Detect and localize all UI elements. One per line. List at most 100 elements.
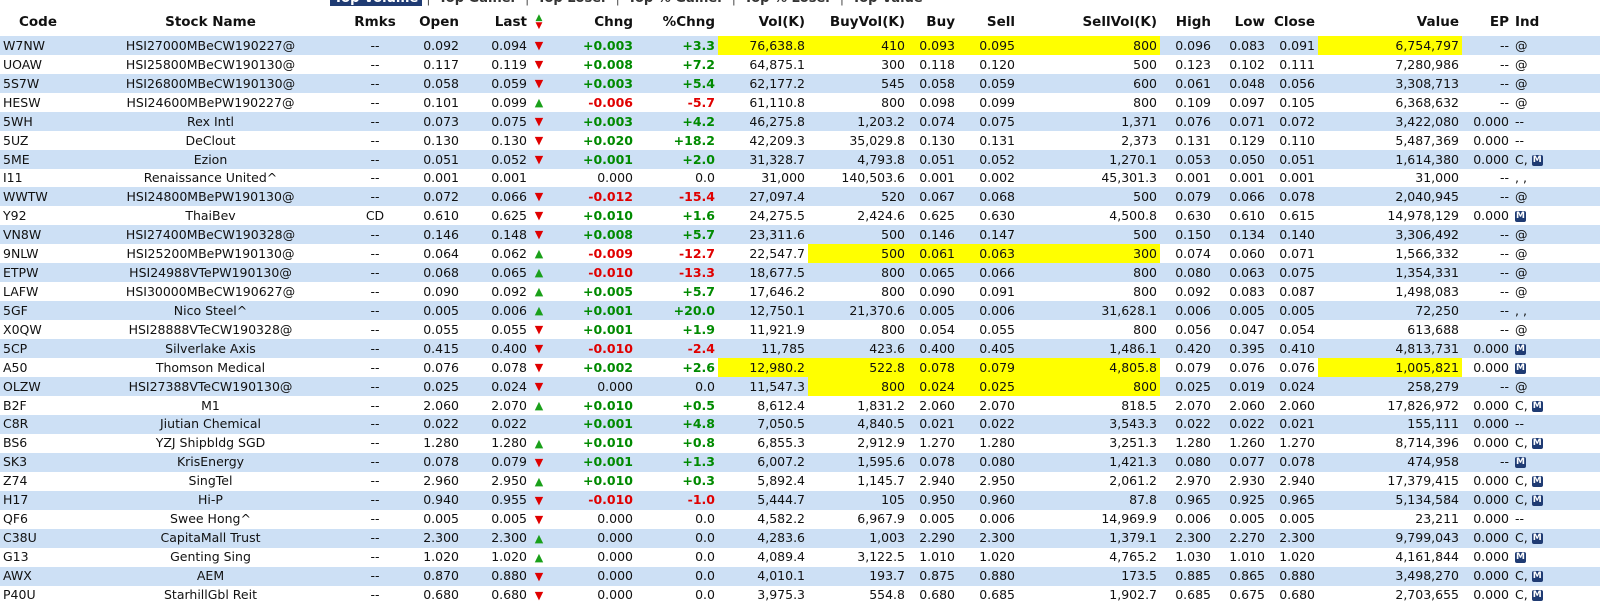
high: 0.630: [1175, 207, 1211, 223]
stock-row[interactable]: Y92 ThaiBev CD 0.610 0.625 ▼ +0.010 +1.6 24,275.…: [0, 206, 1600, 225]
ep: --: [1462, 452, 1512, 472]
pct-change: +1.9: [682, 321, 715, 337]
close: 0.111: [1279, 56, 1315, 72]
column-header[interactable]: Vol(K): [758, 14, 805, 30]
stock-row[interactable]: OLZW HSI27388VTeCW190130@ -- 0.025 0.024 ▼ 0.0…: [0, 377, 1600, 397]
volume: 12,750.1: [718, 301, 808, 321]
stock-row[interactable]: ETPW HSI24988VTePW190130@ -- 0.068 0.065 ▲ -0.…: [0, 263, 1600, 283]
sell-volume: 2,373: [1121, 132, 1157, 148]
code: G13: [3, 549, 29, 565]
stock-table: Code Stock Name Rmks Open Last ▲ ▼ Chng %Chng Vol…: [0, 8, 1600, 605]
stock-row[interactable]: I11 Renaissance United^ -- 0.001 0.001 0.000 0…: [0, 169, 1600, 187]
column-header[interactable]: BuyVol(K): [829, 14, 905, 30]
change: +0.001: [582, 321, 633, 337]
stock-row[interactable]: C38U CapitaMall Trust -- 2.300 2.300 ▲ 0.000 0.…: [0, 528, 1600, 548]
indicator: @: [1512, 36, 1600, 55]
stock-row[interactable]: QF6 Swee Hong^ -- 0.005 0.005 ▼ 0.000 0.0 4,582.…: [0, 510, 1600, 529]
column-header[interactable]: High: [1175, 14, 1211, 30]
last: 0.400: [462, 339, 530, 359]
pct-change: +1.3: [636, 452, 718, 472]
stock-row[interactable]: C8R Jiutian Chemical -- 0.022 0.022 +0.001 +4.…: [0, 415, 1600, 434]
indicator: @: [1515, 321, 1528, 337]
stock-name: HSI28888VTeCW190328@: [128, 321, 293, 337]
close: 0.091: [1268, 36, 1318, 55]
value: 1,005,821: [1318, 358, 1462, 378]
remarks: --: [370, 549, 380, 565]
column-header[interactable]: Rmks: [354, 14, 396, 30]
column-header[interactable]: EP: [1489, 14, 1509, 30]
stock-row[interactable]: X0QW HSI28888VTeCW190328@ -- 0.055 0.055 ▼ +0.…: [0, 320, 1600, 339]
pct-change: 0.0: [695, 170, 715, 186]
tab[interactable]: Top Volume: [330, 0, 423, 6]
open: 0.001: [423, 170, 459, 186]
value: 6,368,632: [1395, 94, 1459, 110]
column-header[interactable]: %Chng: [662, 14, 715, 30]
column-header[interactable]: Last: [494, 14, 527, 30]
high: 0.025: [1160, 377, 1214, 397]
stock-row[interactable]: Z74 SingTel -- 2.960 2.950 ▲ +0.010 +0.3 5,892.4…: [0, 472, 1600, 491]
ep: --: [1462, 263, 1512, 283]
sell: 0.095: [958, 36, 1018, 55]
column-header[interactable]: Sell: [986, 14, 1015, 30]
stock-row[interactable]: AWX AEM -- 0.870 0.880 ▼ 0.000 0.0 4,010.1 193.7 0…: [0, 566, 1600, 586]
volume: 31,328.7: [718, 150, 808, 169]
code: ETPW: [0, 263, 76, 283]
stock-row[interactable]: 5S7W HSI26800MBeCW190130@ -- 0.058 0.059 ▼ +0.…: [0, 74, 1600, 93]
close: 0.078: [1268, 452, 1318, 472]
stock-row[interactable]: 5UZ DeClout -- 0.130 0.130 ▼ +0.020 +18.2 42,209…: [0, 131, 1600, 150]
column-header[interactable]: Code: [18, 14, 57, 30]
column-header[interactable]: SellVol(K): [1082, 14, 1157, 30]
change: -0.006: [588, 94, 633, 110]
stock-row[interactable]: H17 Hi-P -- 0.940 0.955 ▼ -0.010 -1.0 5,444.7 105…: [0, 490, 1600, 510]
tab[interactable]: Top Loser: [533, 0, 611, 6]
stock-row[interactable]: HESW HSI24600MBePW190227@ -- 0.101 0.099 ▲ -0.…: [0, 93, 1600, 112]
column-header[interactable]: Stock Name: [165, 14, 256, 30]
sell: 0.055: [979, 321, 1015, 337]
stock-name: HSI24988VTePW190130@: [76, 263, 345, 283]
stock-row[interactable]: P40U StarhillGbl Reit -- 0.680 0.680 ▼ 0.000 0.…: [0, 586, 1600, 605]
sell: 0.002: [979, 170, 1015, 186]
sell: 0.630: [979, 207, 1015, 223]
stock-row[interactable]: BS6 YZJ Shipbldg SGD -- 1.280 1.280 ▲ +0.010 +0…: [0, 434, 1600, 453]
value: 4,813,731: [1318, 339, 1462, 359]
code: W7NW: [0, 36, 76, 55]
remarks: --: [345, 112, 405, 131]
stock-row[interactable]: 5ME Ezion -- 0.051 0.052 ▼ +0.001 +2.0 31,328.7 4…: [0, 150, 1600, 169]
stock-row[interactable]: 9NLW HSI25200MBePW190130@ -- 0.064 0.062 ▲ -0.…: [0, 244, 1600, 264]
remarks: --: [345, 74, 405, 93]
stock-row[interactable]: VN8W HSI27400MBeCW190328@ -- 0.146 0.148 ▼ +0.…: [0, 225, 1600, 245]
stock-row[interactable]: 5CP Silverlake Axis -- 0.415 0.400 ▼ -0.010 -2.…: [0, 339, 1600, 359]
last: 0.075: [462, 112, 530, 131]
stock-row[interactable]: 5WH Rex Intl -- 0.073 0.075 ▼ +0.003 +4.2 46,275…: [0, 112, 1600, 131]
trend-arrow: ▼: [534, 58, 544, 71]
low: 0.005: [1229, 511, 1265, 527]
stock-row[interactable]: G13 Genting Sing -- 1.020 1.020 ▲ 0.000 0.0 4,08…: [0, 548, 1600, 567]
stock-row[interactable]: SK3 KrisEnergy -- 0.078 0.079 ▼ +0.001 +1.3 6,00…: [0, 452, 1600, 472]
buy: 0.090: [919, 283, 955, 299]
tab[interactable]: Top Gainer: [435, 0, 521, 6]
trend-arrow: ▼: [534, 512, 544, 526]
stock-row[interactable]: W7NW HSI27000MBeCW190227@ -- 0.092 0.094 ▼ +0.…: [0, 36, 1600, 55]
stock-row[interactable]: LAFW HSI30000MBeCW190627@ -- 0.090 0.092 ▲ +0.…: [0, 282, 1600, 301]
remarks: --: [345, 187, 405, 207]
ep: --: [1499, 245, 1509, 261]
column-header[interactable]: Ind: [1515, 14, 1540, 30]
tab[interactable]: Top % Gainer: [624, 0, 728, 6]
column-header[interactable]: Value: [1416, 14, 1459, 30]
stock-row[interactable]: 5GF Nico Steel^ -- 0.005 0.006 ▲ +0.001 +20.0 12…: [0, 301, 1600, 321]
stock-row[interactable]: A50 Thomson Medical -- 0.076 0.078 ▼ +0.002 +2.…: [0, 358, 1600, 378]
stock-row[interactable]: UOAW HSI25800MBeCW190130@ -- 0.117 0.119 ▼ +0.…: [0, 55, 1600, 74]
column-header[interactable]: Chng: [594, 14, 633, 30]
column-header[interactable]: Close: [1273, 14, 1315, 30]
stock-row[interactable]: WWTW HSI24800MBePW190130@ -- 0.072 0.066 ▼ -0.…: [0, 187, 1600, 207]
stock-row[interactable]: B2F M1 -- 2.060 2.070 ▲ +0.010 +0.5 8,612.4 1,831…: [0, 396, 1600, 415]
tab[interactable]: Top % Loser: [740, 0, 836, 6]
tab[interactable]: Top Value: [848, 0, 927, 6]
low: 0.019: [1214, 377, 1268, 397]
column-header[interactable]: Low: [1234, 14, 1265, 30]
column-header[interactable]: Open: [419, 14, 459, 30]
buy: 0.146: [908, 225, 958, 245]
remarks: --: [345, 528, 405, 548]
column-header[interactable]: Buy: [926, 14, 955, 30]
low: 2.060: [1229, 397, 1265, 413]
